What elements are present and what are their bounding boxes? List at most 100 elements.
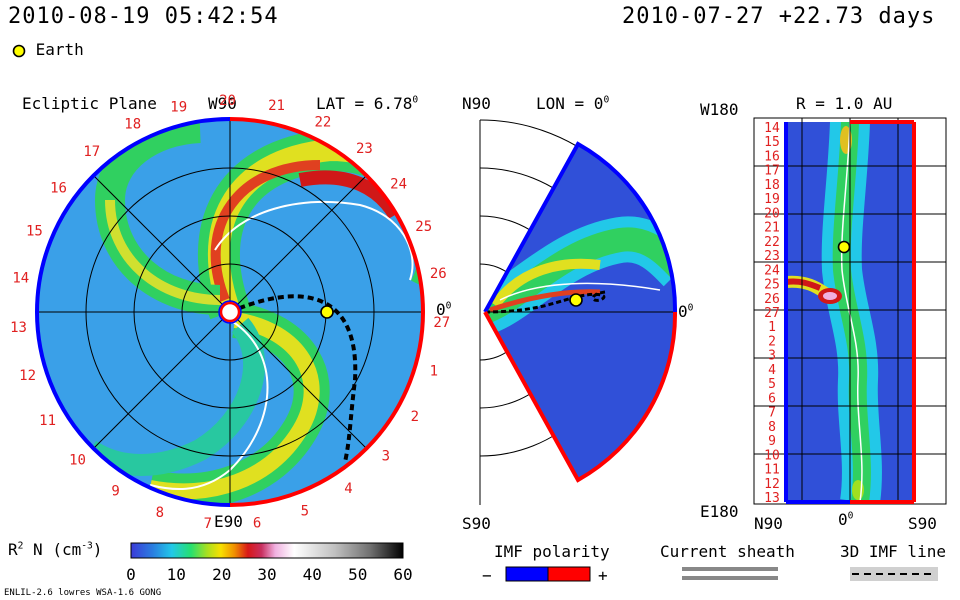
radial-day-tick: 21: [764, 221, 780, 236]
radial-day-tick: 18: [764, 178, 780, 193]
polarity-negative-swatch: [505, 566, 549, 582]
meridional-right-label: 00: [678, 302, 694, 321]
ecliptic-day-tick: 18: [124, 117, 141, 133]
radial-day-tick: 6: [768, 391, 776, 406]
radial-day-tick: 13: [764, 491, 780, 506]
ecliptic-day-tick: 15: [26, 223, 43, 239]
radial-x-left: N90: [754, 514, 783, 533]
model-footer: ENLIL-2.6 lowres WSA-1.6 GONG: [4, 588, 162, 598]
ecliptic-day-tick: 9: [111, 484, 119, 500]
sun-marker: [219, 301, 241, 323]
ecliptic-top-label: W90: [208, 94, 237, 113]
radial-x-mid: 00: [838, 510, 854, 529]
ecliptic-day-tick: 13: [10, 320, 27, 336]
lat-label: LAT = 6.780: [316, 94, 419, 113]
polarity-positive-swatch: [547, 566, 591, 582]
ecliptic-polarity-positive: [229, 117, 425, 507]
imf-polarity-title: IMF polarity: [494, 542, 610, 561]
ecliptic-day-tick: 11: [39, 413, 56, 429]
imf-line-legend: [850, 567, 938, 581]
radial-day-tick: 5: [768, 377, 776, 392]
colorbar-tick-label: 50: [348, 565, 367, 584]
ecliptic-right-label: 00: [436, 300, 452, 319]
ecliptic-day-tick: 12: [19, 368, 36, 384]
datetime-label: 2010-08-19 05:42:54: [8, 4, 279, 29]
ecliptic-day-tick: 23: [356, 141, 373, 157]
meridional-imf-line: [484, 290, 606, 314]
meridional-polarity-positive: [483, 311, 678, 483]
ecliptic-day-tick: 3: [382, 449, 390, 465]
radial-day-tick: 15: [764, 135, 780, 150]
radial-x-right: S90: [908, 514, 937, 533]
ecliptic-day-tick: 25: [415, 219, 432, 235]
radial-day-tick: 23: [764, 249, 780, 264]
ecliptic-day-tick: 14: [12, 271, 29, 287]
earth-marker-ecliptic: [320, 305, 334, 319]
ecliptic-day-tick: 17: [83, 144, 100, 160]
colorbar-tick-label: 0: [126, 565, 136, 584]
current-sheath-legend: [682, 567, 778, 580]
radial-day-tick: 4: [768, 363, 776, 378]
ecliptic-day-tick: 21: [268, 98, 285, 114]
earth-marker-radial: [837, 240, 851, 254]
meridional-bottom-label: S90: [462, 514, 491, 533]
polarity-minus-label: −: [482, 566, 492, 585]
colorbar: 0 10 20 30 40 50 60: [126, 542, 413, 584]
radial-day-tick: 26: [764, 292, 780, 307]
ecliptic-day-tick: 5: [301, 503, 309, 519]
meridional-density-streams: [485, 216, 676, 334]
colorbar-tick-label: 60: [393, 565, 412, 584]
colorbar-tick-label: 10: [167, 565, 186, 584]
radial-grid: [753, 117, 947, 505]
ecliptic-day-tick: 4: [344, 481, 352, 497]
ecliptic-day-tick: 8: [156, 505, 164, 521]
radial-panel: 1415161718192021222324252627123456789101…: [753, 117, 947, 506]
ecliptic-day-tick: 19: [170, 99, 187, 115]
radial-bottom-left-label: E180: [700, 502, 739, 521]
ecliptic-day-tick: 26: [430, 266, 447, 282]
ecliptic-day-tick: 6: [253, 515, 261, 531]
meridional-polarity-negative: [483, 141, 678, 313]
sheath-line-1: [682, 567, 778, 571]
ecliptic-day-tick: 10: [69, 452, 86, 468]
colorbar-tick-label: 20: [212, 565, 231, 584]
imf-polarity-legend: [505, 566, 591, 582]
radial-day-ticks: 1415161718192021222324252627123456789101…: [764, 121, 780, 506]
ecliptic-day-tick: 22: [314, 115, 331, 131]
radial-day-tick: 22: [764, 235, 780, 250]
ecliptic-day-tick: 1: [430, 363, 438, 379]
radial-day-tick: 24: [764, 263, 780, 278]
radial-day-tick: 9: [768, 434, 776, 449]
ecliptic-day-tick: 24: [390, 176, 407, 192]
radial-day-tick: 11: [764, 463, 780, 478]
meridional-top-label: N90: [462, 94, 491, 113]
radial-day-tick: 1: [768, 320, 776, 335]
radial-day-tick: 2: [768, 335, 776, 350]
earth-legend-label: Earth: [35, 40, 84, 59]
ecliptic-day-tick: 2: [411, 409, 419, 425]
ecliptic-bottom-label: E90: [214, 512, 243, 531]
radial-day-tick: 8: [768, 420, 776, 435]
earth-legend: Earth: [12, 40, 84, 59]
earth-marker-meridional: [569, 293, 583, 307]
sun-ring: [218, 300, 242, 324]
meridional-panel: [479, 119, 678, 505]
ecliptic-day-tick: 27: [433, 315, 450, 331]
ecliptic-imf-line: [229, 294, 358, 463]
ecliptic-day-tick: 20: [219, 93, 236, 109]
current-sheath-title: Current sheath: [660, 542, 795, 561]
ecliptic-day-ticks: 19 20 212223242526271234567891011121314151…: [10, 93, 450, 532]
radial-day-tick: 17: [764, 164, 780, 179]
ecliptic-title: Ecliptic Plane: [22, 94, 157, 113]
colorbar-ticks: 0 10 20 30 40 50 60: [126, 565, 412, 584]
radial-day-tick: 14: [764, 121, 780, 136]
ecliptic-day-tick: 16: [50, 180, 67, 196]
radial-day-tick: 25: [764, 278, 780, 293]
imf-line-title: 3D IMF line: [840, 542, 946, 561]
reference-label: 2010-07-27 +22.73 days: [622, 4, 936, 29]
radial-day-tick: 7: [768, 406, 776, 421]
radial-top-left-label: W180: [700, 100, 739, 119]
radial-day-tick: 12: [764, 477, 780, 492]
